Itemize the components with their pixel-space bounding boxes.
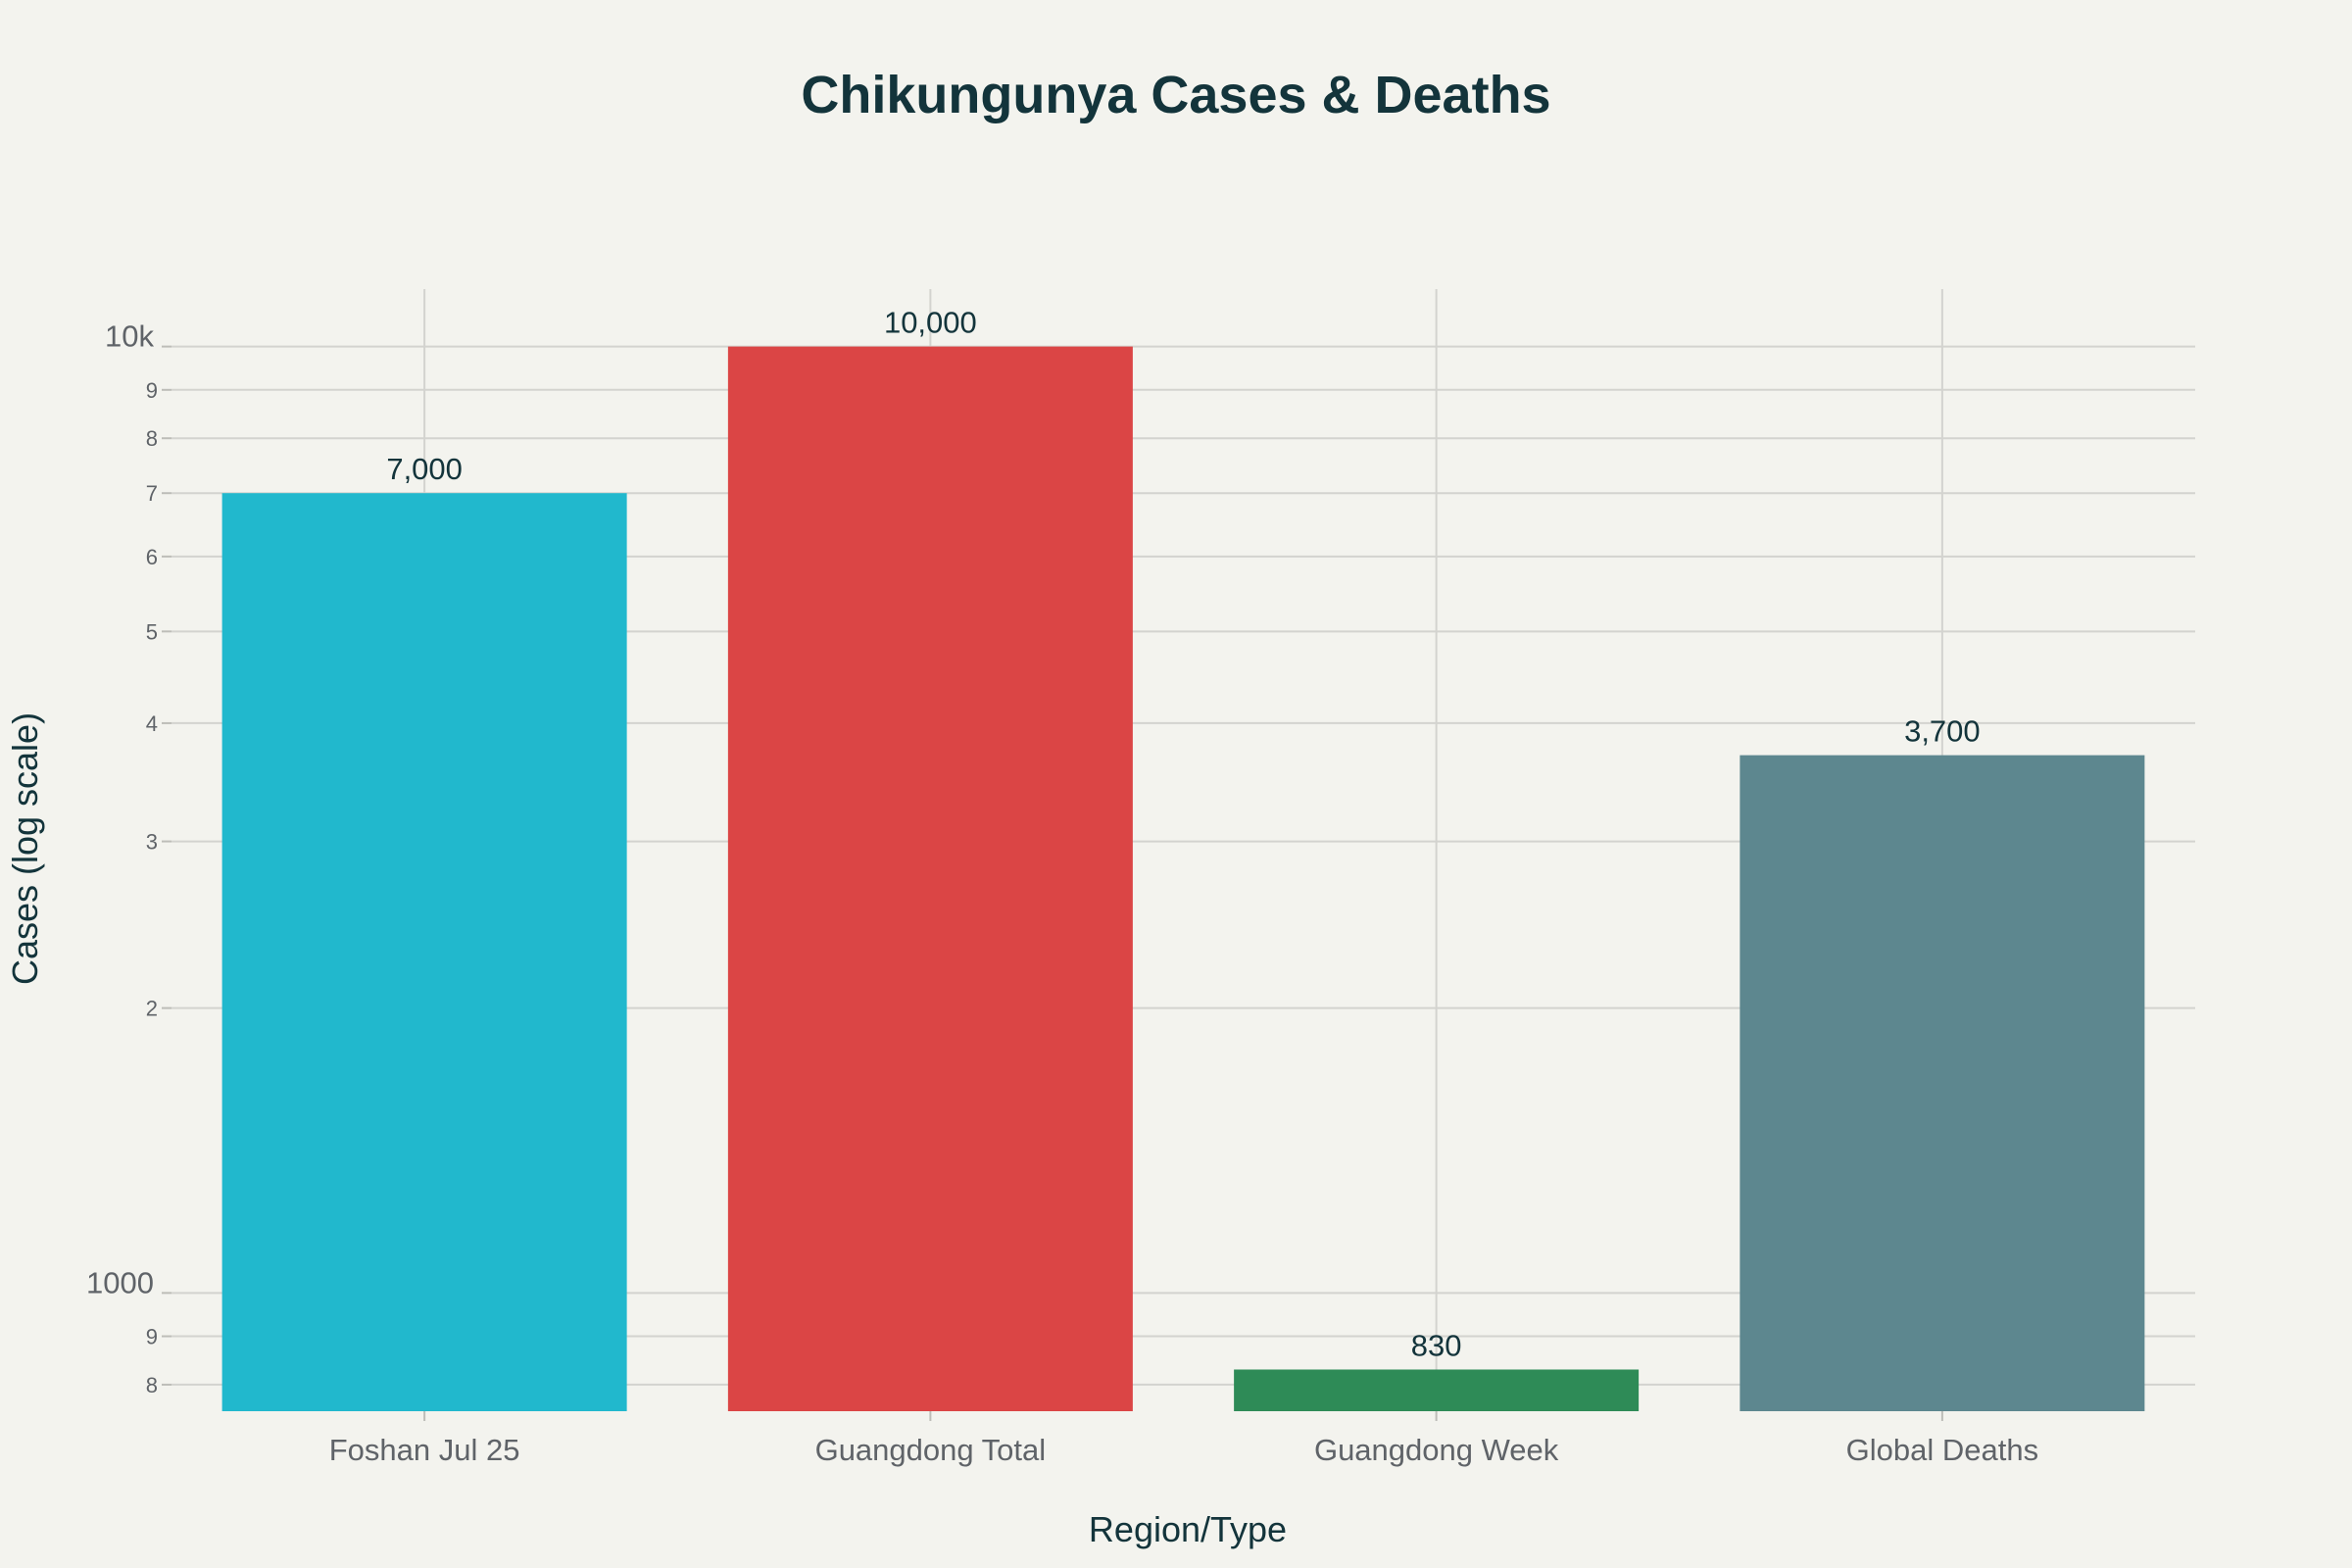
y-axis-title: Cases (log scale) (5, 712, 45, 985)
y-tick-label: 8 (146, 426, 158, 451)
bars (221, 346, 2145, 1412)
y-tick-label: 9 (146, 1325, 158, 1349)
y-tick-label: 8 (146, 1373, 158, 1397)
chart-title: Chikungunya Cases & Deaths (801, 66, 1550, 124)
bar-3 (1234, 1369, 1640, 1411)
y-tick-label: 6 (146, 545, 158, 569)
bar-4 (1740, 755, 2145, 1411)
x-tick-label: Global Deaths (1846, 1433, 2038, 1467)
data-label: 3,700 (1904, 714, 1981, 749)
y-tick-labels: 8 9 1000 2 3 4 5 6 7 8 9 10k (86, 319, 158, 1397)
data-label: 10,000 (884, 306, 977, 340)
bar-1 (221, 493, 627, 1411)
x-tick-label: Guangdong Week (1314, 1433, 1559, 1467)
bar-2 (727, 346, 1133, 1412)
y-tick-label: 7 (146, 481, 158, 506)
y-tick-label: 2 (146, 997, 158, 1021)
data-label: 7,000 (386, 452, 463, 486)
x-axis-title: Region/Type (1089, 1509, 1287, 1549)
y-tick-label: 4 (146, 711, 158, 736)
y-tick-label: 9 (146, 378, 158, 403)
x-tick-labels: Foshan Jul 25 Guangdong Total Guangdong We… (329, 1433, 2038, 1467)
y-tick-label: 3 (146, 830, 158, 855)
x-tick-label: Guangdong Total (815, 1433, 1047, 1467)
vertical-grid (423, 289, 1943, 1421)
x-tick-label: Foshan Jul 25 (329, 1433, 520, 1467)
y-tick-label: 10k (105, 319, 154, 354)
data-labels: 7,000 10,000 830 3,700 (386, 306, 1980, 1363)
data-label: 830 (1411, 1328, 1462, 1362)
y-tick-label: 5 (146, 619, 158, 644)
y-tick-label: 1000 (86, 1265, 154, 1299)
